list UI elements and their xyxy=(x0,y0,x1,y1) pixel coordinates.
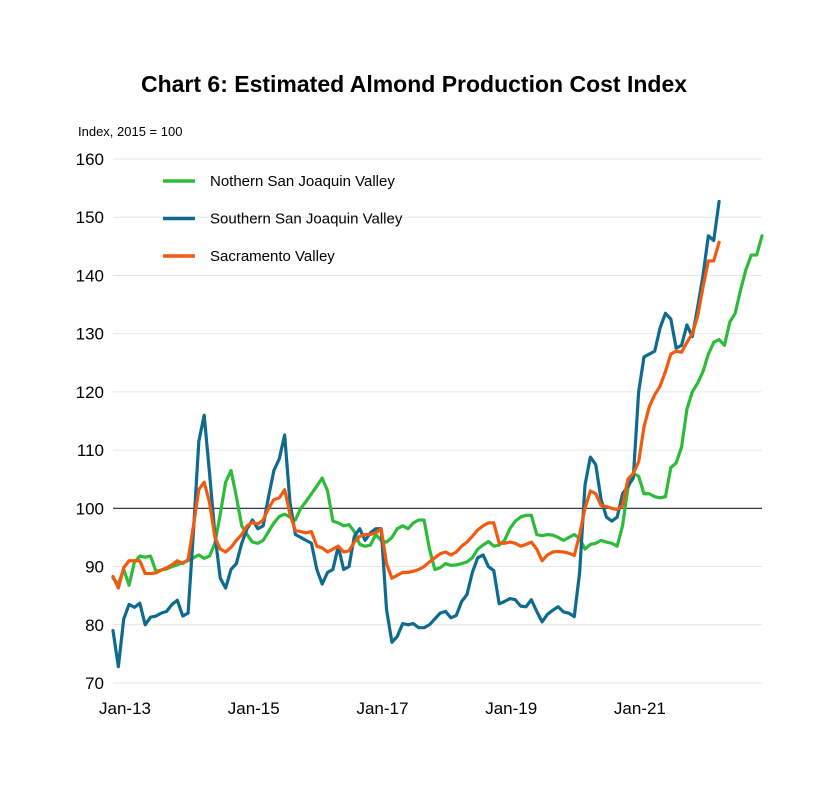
chart-title: Chart 6: Estimated Almond Production Cos… xyxy=(141,71,687,97)
y-tick-label: 140 xyxy=(76,266,104,285)
legend-label-3: Sacramento Valley xyxy=(210,248,335,265)
legend-label-2: Southern San Joaquin Valley xyxy=(210,211,403,228)
x-tick-label: Jan-15 xyxy=(228,699,280,718)
y-tick-label: 100 xyxy=(76,499,104,518)
x-tick-label: Jan-19 xyxy=(485,699,537,718)
y-tick-label: 120 xyxy=(76,383,104,402)
series-line-2 xyxy=(111,199,721,669)
y-axis-label: Index, 2015 = 100 xyxy=(78,124,182,139)
x-tick-label: Jan-21 xyxy=(614,699,666,718)
gridlines xyxy=(113,158,762,684)
y-tick-label: 130 xyxy=(76,325,104,344)
series-lines xyxy=(111,199,764,669)
series-line-1 xyxy=(111,234,764,587)
y-tick-label: 90 xyxy=(85,558,104,577)
y-axis-ticks: 70 80 90 100 110 120 130 140 150 160 xyxy=(76,150,104,693)
x-tick-label: Jan-17 xyxy=(356,699,408,718)
legend-label-1: Nothern San Joaquin Valley xyxy=(210,173,395,190)
y-tick-label: 80 xyxy=(85,616,104,635)
y-tick-label: 150 xyxy=(76,208,104,227)
series-line-3 xyxy=(111,240,721,590)
legend: Nothern San Joaquin Valley Southern San J… xyxy=(163,173,403,265)
x-tick-label: Jan-13 xyxy=(99,699,151,718)
x-axis-ticks: Jan-13 Jan-15 Jan-17 Jan-19 Jan-21 xyxy=(99,699,666,718)
y-tick-label: 110 xyxy=(77,441,104,460)
y-tick-label: 70 xyxy=(85,674,104,693)
y-tick-label: 160 xyxy=(76,150,104,169)
